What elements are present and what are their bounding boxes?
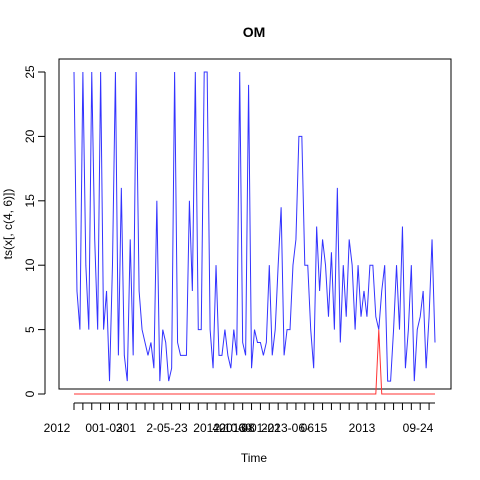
y-tick-label: 10 <box>23 258 37 272</box>
y-tick-label: 20 <box>23 129 37 143</box>
x-tick-label: 0615 <box>301 421 328 435</box>
x-tick-label: 09-24 <box>403 421 434 435</box>
x-tick-label: 001-03 <box>85 421 123 435</box>
x-tick-label: 2012-10-08 <box>193 421 255 435</box>
y-tick-label: 25 <box>23 65 37 79</box>
y-tick-label: 15 <box>23 194 37 208</box>
x-tick-label: 60 <box>238 421 252 435</box>
y-tick-label: 5 <box>23 326 37 333</box>
y-axis-label: ts(x[, c(4, 6)]) <box>1 189 15 260</box>
x-tick-label: 201 <box>116 421 136 435</box>
x-axis-label: Time <box>241 451 268 465</box>
chart-title: OM <box>243 24 266 40</box>
x-tick-label: 40 <box>212 421 226 435</box>
x-tick-label: 2013-06- <box>261 421 309 435</box>
x-tick-label: 2013-01-22 <box>219 421 281 435</box>
y-tick-label: 0 <box>23 390 37 397</box>
y-axis: 0 5 10 15 20 25 <box>23 65 46 397</box>
x-tick-label: 2013 <box>349 421 376 435</box>
plot-frame <box>58 58 452 390</box>
series-line-1 <box>73 71 436 382</box>
series-layer <box>73 71 436 395</box>
x-tick-label: 2012 <box>44 421 71 435</box>
series-line-2 <box>74 329 435 395</box>
x-tick-label: 2-05-23 <box>146 421 188 435</box>
